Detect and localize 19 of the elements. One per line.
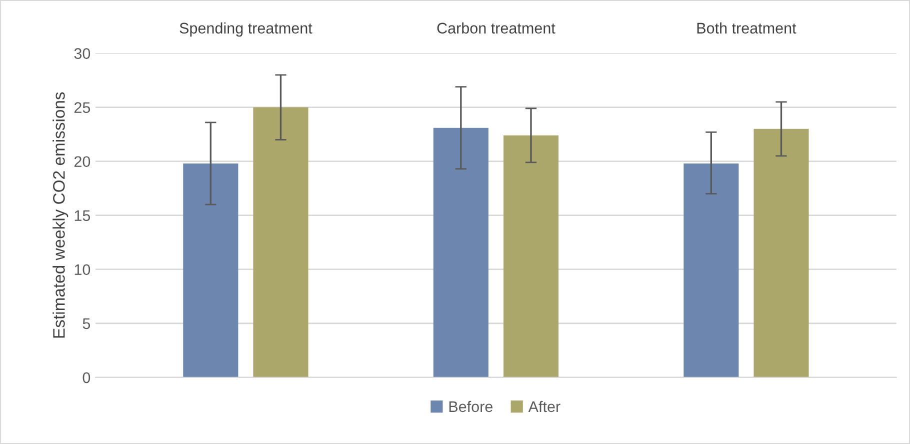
y-tick-label: 30 xyxy=(74,48,90,59)
y-axis-title: Estimated weekly CO2 emissions xyxy=(52,92,68,338)
y-tick-label: 25 xyxy=(74,102,90,113)
bar xyxy=(684,163,739,378)
y-tick-label: 0 xyxy=(82,372,90,384)
bar xyxy=(503,135,559,378)
y-tick-label: 15 xyxy=(74,210,90,222)
x-tick-label: Both treatment xyxy=(697,22,796,34)
bar xyxy=(253,107,308,378)
bar xyxy=(183,163,238,378)
bar xyxy=(754,128,809,378)
x-tick-label: Spending treatment xyxy=(180,22,312,37)
y-tick-label: 5 xyxy=(82,318,90,330)
legend-label: Before xyxy=(449,400,492,412)
x-tick-label: Carbon treatment xyxy=(437,22,556,34)
bar xyxy=(433,128,488,378)
y-tick-label: 20 xyxy=(74,156,90,168)
y-tick-label: 10 xyxy=(74,264,90,276)
legend-label: After xyxy=(528,400,560,412)
